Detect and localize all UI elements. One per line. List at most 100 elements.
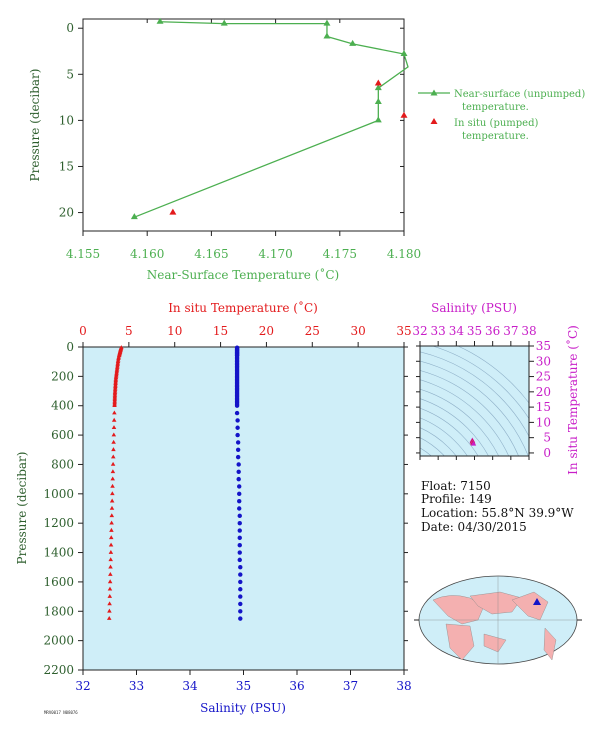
legend-marker-pumped (430, 118, 438, 124)
map-graticule (419, 576, 577, 664)
profile-pressure-tick-label: 400 (51, 399, 74, 413)
near-surface-legend: Near-surface (unpumped) temperature. In … (418, 89, 585, 142)
profile-salinity-point (235, 425, 240, 430)
near-surface-y-tick-label: 0 (66, 21, 74, 35)
profile-salinity-point (235, 432, 240, 438)
ts-salinity-tick-label: 32 (412, 324, 427, 338)
ts-salinity-tick-label: 37 (503, 324, 518, 338)
profile-salinity-point (234, 410, 240, 416)
profile-salinity-point (237, 498, 242, 504)
profile-salinity-point (234, 403, 240, 408)
profile-temperature-point (110, 476, 115, 481)
profile-salinity-tick-label: 34 (182, 679, 198, 693)
profile-temperature-ticks: 0 5 10 15 20 25 30 35 (79, 324, 412, 347)
profile-salinity-point (237, 484, 242, 489)
profile-salinity-point (235, 440, 241, 445)
profile-salinity-point (237, 543, 242, 548)
near-surface-unpumped-point (349, 39, 357, 46)
ts-temperature-tick-label: 5 (543, 431, 551, 445)
profile-temperature-point (107, 608, 112, 613)
near-surface-unpumped-point (156, 17, 164, 24)
profile-salinity-point (238, 565, 243, 570)
profile-temperature-point (112, 403, 117, 408)
profile-pressure-tick-label: 200 (51, 369, 74, 383)
ts-temperature-tick-label: 20 (536, 385, 551, 399)
float-location-marker (533, 598, 541, 605)
profile-salinity-tick-label: 37 (343, 679, 358, 693)
ts-plot-background (420, 346, 529, 456)
profile-salinity-point (235, 447, 241, 452)
profile-temperature-point (111, 432, 117, 437)
profile-pressure-tick-label: 1800 (43, 604, 74, 618)
ts-temperature-tick-label: 25 (536, 370, 551, 384)
profile-salinity-point (238, 579, 243, 585)
near-surface-series (130, 17, 409, 220)
near-surface-unpumped-line (134, 21, 409, 218)
profile-date: Date: 04/30/2015 (421, 520, 527, 534)
ts-salinity-tick-label: 36 (485, 324, 500, 338)
ts-temperature-label: In situ Temperature (˚C) (565, 325, 580, 475)
profile-salinity-point (235, 418, 240, 423)
near-surface-x-tick-label: 4.160 (130, 247, 164, 261)
profile-salinity-point (238, 609, 243, 614)
profile-salinity-point (238, 601, 243, 607)
profile-temperature-tick-label: 25 (305, 324, 320, 338)
near-surface-x-ticks: 4.155 4.160 4.165 4.170 4.175 4.180 (66, 19, 421, 261)
profile-temperature-point (111, 425, 117, 430)
near-surface-x-tick-label: 4.175 (323, 247, 357, 261)
near-surface-xlabel: Near-Surface Temperature (˚C) (147, 267, 339, 282)
near-surface-unpumped-point (374, 84, 382, 91)
profile-temperature-point (107, 601, 112, 606)
profile-temperature-point (108, 564, 113, 569)
world-map (414, 575, 582, 665)
near-surface-x-tick-label: 4.170 (258, 247, 292, 261)
profile-temperature-series (106, 345, 124, 620)
near-surface-unpumped-point (323, 19, 331, 26)
near-surface-unpumped-point (400, 50, 408, 57)
profile-plot-background (82, 346, 405, 671)
near-surface-y-tick-label: 15 (59, 159, 74, 173)
profile-temperature-tick-label: 0 (79, 324, 87, 338)
profile-temperature-point (108, 571, 113, 576)
profile-temperature-point (111, 454, 116, 459)
ts-temperature-tick-label: 10 (536, 415, 551, 429)
profile-pressure-tick-label: 800 (51, 457, 74, 471)
profile-temperature-point (109, 513, 115, 518)
ts-salinity-label: Salinity (PSU) (431, 301, 517, 315)
near-surface-unpumped-point (374, 97, 382, 104)
footer-code: MRV0017 N08076 (44, 710, 78, 715)
profile-salinity-point (236, 469, 241, 474)
profile-salinity-point (237, 535, 242, 541)
profile-temperature-point (111, 439, 116, 444)
profile-pressure-tick-label: 1200 (43, 516, 74, 530)
profile-temperature-point (108, 535, 114, 540)
near-surface-y-tick-label: 5 (66, 67, 74, 81)
near-surface-x-tick-label: 4.165 (194, 247, 228, 261)
ts-salinity-tick-label: 33 (431, 324, 446, 338)
profile-salinity-point (238, 587, 243, 592)
profile-salinity-tick-label: 36 (289, 679, 304, 693)
profile-temperature-point (110, 491, 115, 496)
profile-temperature-tick-label: 30 (351, 324, 366, 338)
near-surface-pumped-point (374, 79, 382, 86)
ts-temperature-tick-label: 30 (536, 354, 551, 368)
profile-pressure-ticks: 0 200 400 600 800 1000 1200 1400 1600 1800 2000 220… (43, 340, 408, 677)
profile-temperature-point (110, 461, 116, 466)
near-surface-chart: 4.155 4.160 4.165 4.170 4.175 4.180 05101520 … (28, 17, 585, 282)
float-id: Float: 7150 (421, 479, 491, 493)
profile-salinity-tick-label: 32 (75, 679, 90, 693)
profile-temperature-point (108, 557, 113, 562)
legend-label-unpumped: Near-surface (unpumped) (454, 89, 585, 100)
profile-salinity-point (236, 476, 241, 482)
profile-chart: 0 5 10 15 20 25 30 35 32 33 34 35 36 37 38 0 200 400 600… (15, 300, 412, 715)
profile-temperature-label: In situ Temperature (˚C) (168, 300, 318, 315)
profile-salinity-tick-label: 35 (236, 679, 251, 693)
near-surface-unpumped-point (374, 116, 382, 123)
profile-salinity-point (237, 513, 242, 519)
profile-salinity-point (237, 550, 242, 555)
profile-ylabel: Pressure (decibar) (15, 452, 29, 565)
profile-temperature-point (109, 498, 115, 503)
profile-salinity-series (234, 345, 243, 621)
